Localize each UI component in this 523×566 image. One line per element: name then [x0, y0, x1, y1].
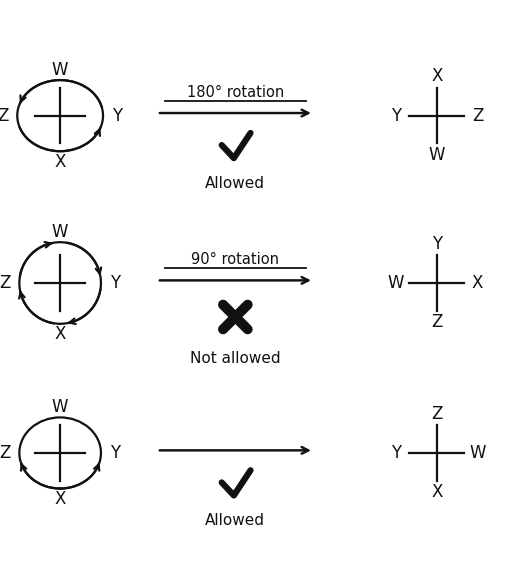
Text: X: X	[472, 274, 483, 292]
Text: Allowed: Allowed	[206, 513, 265, 529]
Text: Y: Y	[431, 235, 442, 253]
Text: W: W	[388, 274, 404, 292]
Text: Y: Y	[110, 444, 120, 462]
Text: X: X	[54, 153, 66, 171]
Text: Z: Z	[0, 444, 11, 462]
Text: Y: Y	[391, 444, 401, 462]
Text: Z: Z	[472, 106, 483, 125]
Text: Z: Z	[0, 274, 11, 292]
Text: Not allowed: Not allowed	[190, 351, 281, 366]
Text: X: X	[431, 67, 442, 85]
Text: 180° rotation: 180° rotation	[187, 85, 284, 100]
Text: Z: Z	[431, 313, 442, 331]
Text: W: W	[469, 444, 486, 462]
Text: W: W	[52, 398, 69, 416]
Text: 90° rotation: 90° rotation	[191, 252, 279, 267]
Text: Y: Y	[112, 106, 122, 125]
Text: X: X	[54, 325, 66, 343]
Text: W: W	[428, 146, 445, 164]
Text: W: W	[52, 223, 69, 241]
Text: W: W	[52, 61, 69, 79]
Text: Z: Z	[431, 405, 442, 423]
Text: Y: Y	[391, 106, 401, 125]
Text: Z: Z	[0, 106, 9, 125]
Text: X: X	[431, 483, 442, 501]
Text: Y: Y	[110, 274, 120, 292]
Text: X: X	[54, 490, 66, 508]
Text: Allowed: Allowed	[206, 176, 265, 191]
